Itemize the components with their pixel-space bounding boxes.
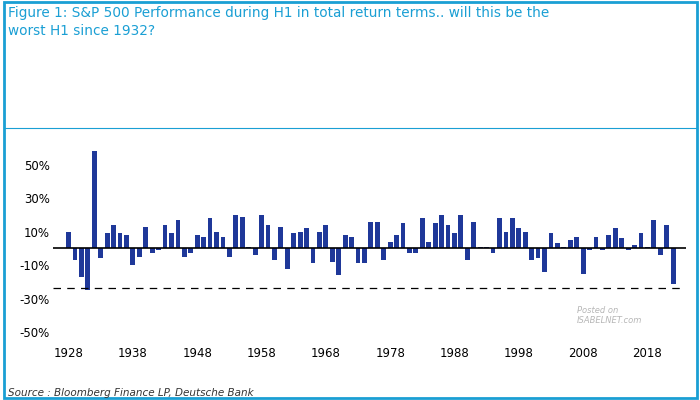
Bar bbox=[568, 240, 573, 248]
Bar bbox=[465, 248, 470, 260]
Bar bbox=[169, 233, 174, 248]
Bar bbox=[620, 238, 624, 248]
Bar bbox=[124, 235, 129, 248]
Bar bbox=[612, 228, 617, 248]
Bar bbox=[220, 237, 225, 248]
Bar bbox=[343, 235, 347, 248]
Bar bbox=[478, 247, 482, 248]
Bar bbox=[600, 248, 605, 250]
Bar bbox=[549, 233, 554, 248]
Bar bbox=[330, 248, 335, 262]
Bar bbox=[304, 228, 309, 248]
Bar bbox=[98, 248, 103, 258]
Bar bbox=[439, 215, 444, 248]
Bar bbox=[542, 248, 547, 272]
Bar bbox=[517, 228, 522, 248]
Bar bbox=[176, 220, 181, 248]
Bar bbox=[433, 223, 438, 248]
Bar bbox=[336, 248, 341, 275]
Bar bbox=[279, 226, 284, 248]
Bar bbox=[285, 248, 290, 268]
Bar bbox=[536, 248, 540, 258]
Bar bbox=[382, 248, 386, 260]
Bar bbox=[214, 232, 219, 248]
Bar bbox=[671, 248, 676, 284]
Bar bbox=[259, 215, 264, 248]
Text: Posted on
ISABELNET.com: Posted on ISABELNET.com bbox=[577, 306, 642, 325]
Bar bbox=[394, 235, 399, 248]
Bar bbox=[349, 237, 354, 248]
Bar bbox=[484, 247, 489, 248]
Bar bbox=[368, 222, 373, 248]
Bar bbox=[356, 248, 360, 264]
Bar bbox=[298, 232, 302, 248]
Bar bbox=[581, 248, 585, 274]
Bar bbox=[491, 248, 496, 254]
Bar bbox=[265, 225, 270, 248]
Bar bbox=[111, 225, 116, 248]
Bar bbox=[645, 247, 650, 248]
Bar bbox=[529, 248, 534, 260]
Bar bbox=[66, 232, 71, 248]
Bar bbox=[594, 237, 598, 248]
Bar bbox=[523, 232, 528, 248]
Bar bbox=[652, 220, 657, 248]
Bar bbox=[587, 248, 592, 250]
Bar bbox=[144, 226, 148, 248]
Text: Source : Bloomberg Finance LP, Deutsche Bank: Source : Bloomberg Finance LP, Deutsche … bbox=[8, 388, 254, 398]
Bar bbox=[458, 215, 463, 248]
Bar bbox=[162, 225, 167, 248]
Bar bbox=[638, 233, 643, 248]
Bar bbox=[182, 248, 187, 257]
Bar bbox=[92, 151, 97, 248]
Bar bbox=[510, 218, 514, 248]
Bar bbox=[497, 218, 502, 248]
Bar bbox=[291, 233, 296, 248]
Bar bbox=[105, 233, 110, 248]
Bar bbox=[246, 247, 251, 248]
Bar bbox=[85, 248, 90, 290]
Bar bbox=[79, 248, 84, 277]
Bar bbox=[311, 248, 316, 264]
Bar bbox=[375, 222, 379, 248]
Bar bbox=[317, 232, 322, 248]
Bar bbox=[471, 222, 476, 248]
Bar bbox=[195, 235, 200, 248]
Bar bbox=[426, 242, 431, 248]
Bar bbox=[664, 225, 669, 248]
Bar bbox=[632, 245, 637, 248]
Bar bbox=[150, 248, 155, 254]
Bar bbox=[130, 248, 135, 265]
Bar bbox=[208, 218, 213, 248]
Bar bbox=[574, 237, 579, 248]
Bar bbox=[323, 225, 328, 248]
Bar bbox=[73, 248, 78, 260]
Bar bbox=[156, 248, 161, 250]
Bar bbox=[561, 247, 566, 248]
Bar bbox=[201, 237, 206, 248]
Bar bbox=[407, 248, 412, 254]
Bar bbox=[606, 235, 611, 248]
Bar bbox=[658, 248, 663, 255]
Bar bbox=[503, 232, 508, 248]
Bar bbox=[137, 248, 141, 257]
Bar bbox=[452, 233, 457, 248]
Bar bbox=[414, 248, 419, 254]
Bar bbox=[446, 225, 450, 248]
Bar bbox=[188, 248, 193, 254]
Bar bbox=[233, 215, 238, 248]
Bar bbox=[555, 243, 560, 248]
Bar bbox=[227, 248, 232, 257]
Text: Figure 1: S&P 500 Performance during H1 in total return terms.. will this be the: Figure 1: S&P 500 Performance during H1 … bbox=[8, 6, 550, 38]
Bar bbox=[118, 233, 122, 248]
Bar bbox=[420, 218, 425, 248]
Bar bbox=[388, 242, 393, 248]
Bar bbox=[362, 248, 367, 264]
Bar bbox=[626, 248, 631, 250]
Bar bbox=[272, 248, 276, 260]
Bar bbox=[240, 216, 244, 248]
Bar bbox=[400, 223, 405, 248]
Bar bbox=[253, 248, 258, 255]
